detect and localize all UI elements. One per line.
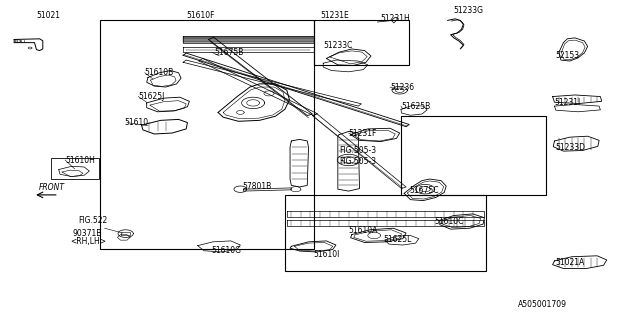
Text: 51236: 51236 [390, 83, 414, 92]
Text: 51675B: 51675B [215, 48, 244, 57]
Text: 51610A: 51610A [349, 226, 378, 235]
Bar [100, 20, 314, 249]
Text: 51610I: 51610I [314, 250, 340, 259]
Text: 51231E: 51231E [320, 11, 349, 20]
Text: FRONT: FRONT [38, 183, 65, 192]
Text: 51625L: 51625L [384, 236, 412, 244]
Text: 51610F: 51610F [186, 11, 214, 20]
Text: <RH,LH>: <RH,LH> [70, 237, 106, 246]
Bar [51, 158, 99, 179]
Text: FIG.522: FIG.522 [78, 216, 107, 225]
Text: 51675C: 51675C [409, 186, 438, 195]
Text: 51233G: 51233G [454, 6, 484, 15]
Text: 90371B: 90371B [73, 229, 102, 238]
Bar [401, 116, 546, 195]
Bar [314, 20, 409, 65]
Text: 51610C: 51610C [435, 217, 464, 226]
Bar [285, 195, 486, 271]
Text: 51610B: 51610B [145, 68, 174, 77]
Text: A505001709: A505001709 [518, 300, 566, 309]
Text: 51021: 51021 [36, 11, 60, 20]
Text: 51231I: 51231I [554, 99, 580, 108]
Text: 51625B: 51625B [401, 101, 430, 111]
Text: 51021A: 51021A [556, 258, 585, 267]
Text: 51610H: 51610H [65, 156, 95, 164]
Text: 57801B: 57801B [243, 181, 271, 190]
Text: 51233C: 51233C [323, 41, 353, 50]
Text: 51610G: 51610G [212, 246, 242, 255]
Text: 51610: 51610 [124, 118, 148, 127]
Text: FIG.505-3: FIG.505-3 [339, 157, 376, 166]
Text: 51233D: 51233D [556, 143, 586, 152]
Text: FIG.505-3: FIG.505-3 [339, 146, 376, 155]
Text: 52153: 52153 [556, 51, 580, 60]
Text: 51231F: 51231F [349, 129, 377, 138]
Text: 51625J: 51625J [138, 92, 164, 101]
Text: 51231H: 51231H [381, 14, 410, 23]
